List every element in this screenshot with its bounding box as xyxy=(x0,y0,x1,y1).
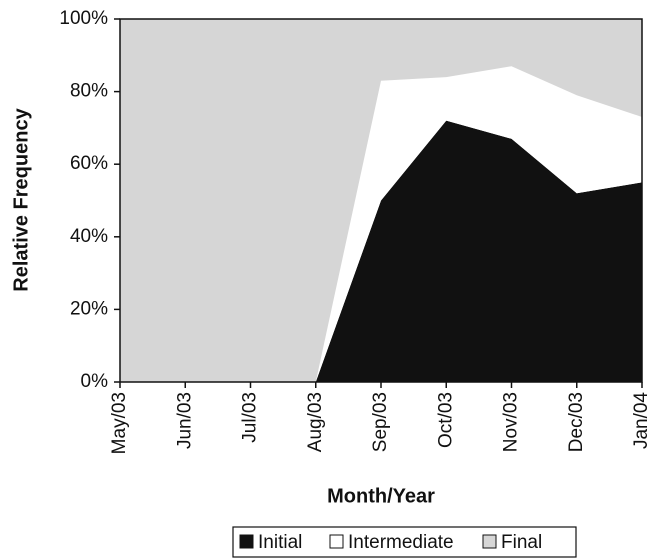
legend-swatch xyxy=(239,534,254,549)
x-tick-label: Jun/03 xyxy=(174,392,195,449)
x-tick-label: Aug/03 xyxy=(305,392,326,452)
x-tick-label: Oct/03 xyxy=(435,392,456,448)
y-tick-label: 0% xyxy=(81,371,109,392)
y-tick-label: 40% xyxy=(70,226,108,247)
x-tick-label: Jan/04 xyxy=(631,392,652,449)
y-tick-label: 20% xyxy=(70,298,108,319)
y-axis-title: Relative Frequency xyxy=(10,107,32,291)
x-tick-label: May/03 xyxy=(109,392,130,454)
y-tick-label: 60% xyxy=(70,153,108,174)
y-tick-label: 100% xyxy=(59,8,108,29)
legend-swatch xyxy=(329,534,344,549)
area-2 xyxy=(120,19,642,382)
legend-box xyxy=(232,526,577,558)
x-axis-title: Month/Year xyxy=(327,485,435,507)
x-tick-label: Nov/03 xyxy=(501,392,522,452)
y-tick-label: 80% xyxy=(70,81,108,102)
legend-swatch xyxy=(482,534,497,549)
area-1 xyxy=(120,66,642,382)
x-tick-label: Jul/03 xyxy=(240,392,261,443)
area-0 xyxy=(120,120,642,382)
legend-label: Initial xyxy=(258,532,302,553)
legend-label: Final xyxy=(501,532,542,553)
x-tick-label: Sep/03 xyxy=(370,392,391,452)
legend-label: Intermediate xyxy=(348,532,454,553)
x-tick-label: Dec/03 xyxy=(566,392,587,452)
